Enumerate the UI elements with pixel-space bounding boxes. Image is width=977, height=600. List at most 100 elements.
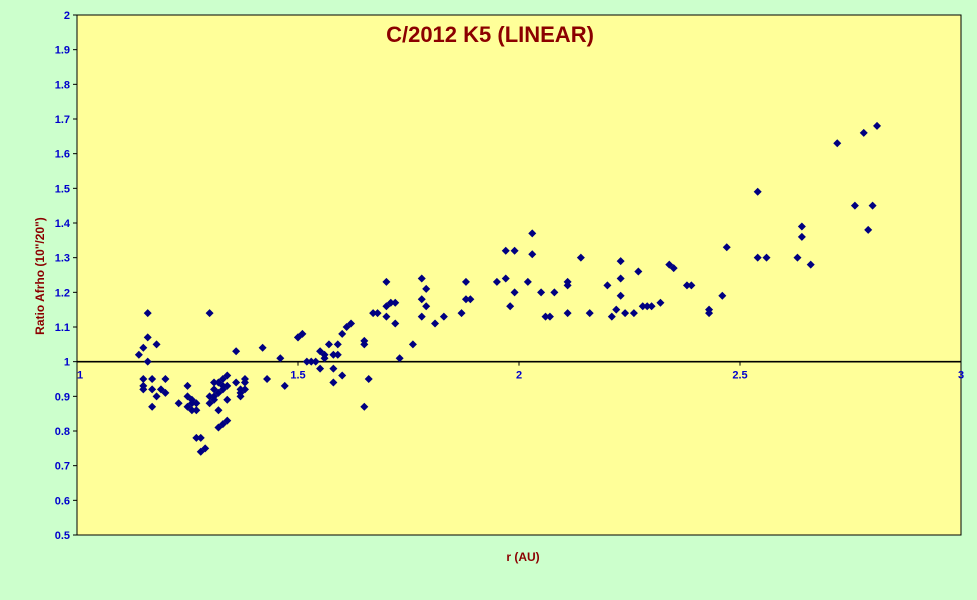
data-point [753,253,762,262]
data-point [139,385,148,394]
data-point [669,264,678,273]
data-point [240,385,249,394]
data-point [329,378,338,387]
data-point [302,357,311,366]
data-point [263,375,272,383]
data-point [466,295,475,304]
data-point [501,246,510,255]
data-point [616,257,625,266]
y-tick-label: 1.1 [55,322,70,334]
chart-title: C/2012 K5 (LINEAR) [386,22,594,47]
x-tick-label: 1.5 [290,370,305,382]
data-point [364,375,373,383]
data-point [492,277,501,286]
data-point [338,329,347,338]
data-point [621,309,630,318]
data-point [316,364,325,373]
data-point [603,281,612,290]
data-point [161,375,170,383]
data-point [192,433,201,442]
data-point [232,378,241,387]
data-point [143,333,152,342]
data-points [134,121,882,456]
data-point [280,381,289,390]
y-axis-ticks: 0.5 0.6 0.7 0.8 0.9 1 1.1 1.2 1.3 1.4 1.5 1.6 1.7 1.8… [55,10,77,542]
y-tick-label: 1.6 [55,149,70,161]
data-point [174,399,183,408]
data-point [762,253,771,262]
y-tick-label: 1.7 [55,114,70,126]
data-point [753,187,762,196]
y-tick-label: 1.9 [55,45,70,57]
y-tick-label: 2 [64,10,70,22]
y-tick-label: 0.5 [55,530,70,542]
data-point [223,371,232,380]
data-point [391,319,400,328]
data-point [324,340,333,349]
data-point [329,350,338,359]
data-point [320,354,329,363]
data-point [868,201,877,210]
data-point [139,375,148,383]
data-point [373,309,382,318]
data-point [643,302,652,311]
data-point [298,329,307,338]
data-point [408,340,417,349]
data-point [616,291,625,300]
data-point [417,295,426,304]
data-point [647,302,656,311]
data-point [510,246,519,255]
data-point [134,350,143,359]
data-point [258,343,267,352]
data-point [629,309,638,318]
data-point [722,243,731,252]
data-point [576,253,585,262]
data-point [806,260,815,269]
y-tick-label: 1.8 [55,79,70,91]
data-point [148,375,157,383]
data-point [205,309,214,318]
data-point [148,402,157,411]
data-point [143,357,152,366]
data-point [192,399,201,408]
data-point [152,340,161,349]
data-point [161,388,170,397]
data-point [585,309,594,318]
data-point [360,402,369,411]
data-point [457,309,466,318]
x-tick-label: 1 [77,370,83,382]
data-point [214,406,223,415]
data-point [143,309,152,318]
data-point [223,416,232,425]
data-point [528,250,537,259]
data-point [431,319,440,328]
data-point [864,225,873,234]
data-point [859,128,868,137]
data-point [850,201,859,210]
x-tick-label: 3 [958,370,964,382]
data-point [333,340,342,349]
data-point [192,406,201,415]
data-point [797,222,806,231]
y-tick-label: 0.9 [55,391,70,403]
data-point [240,375,249,383]
y-tick-label: 0.6 [55,495,70,507]
data-point [873,121,882,130]
data-point [833,139,842,148]
data-point [382,277,391,286]
data-point [382,312,391,321]
data-point [793,253,802,262]
data-point [638,302,647,311]
x-axis-label: r (AU) [506,550,539,564]
data-point [369,309,378,318]
data-point [537,288,546,297]
data-point [360,336,369,345]
data-point [223,381,232,390]
data-point [616,274,625,283]
data-point [523,277,532,286]
y-tick-label: 1.2 [55,287,70,299]
data-point [329,364,338,373]
data-point [232,347,241,356]
